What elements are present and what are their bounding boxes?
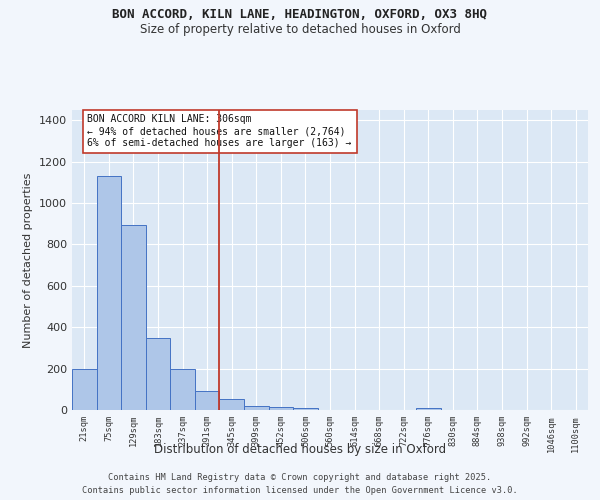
Text: Contains HM Land Registry data © Crown copyright and database right 2025.: Contains HM Land Registry data © Crown c… [109, 472, 491, 482]
Bar [220, 399, 244, 410]
Bar [195, 392, 220, 410]
Text: Contains public sector information licensed under the Open Government Licence v3: Contains public sector information licen… [82, 486, 518, 495]
Bar [170, 370, 195, 410]
Bar [146, 338, 170, 410]
Bar [97, 176, 121, 410]
Text: BON ACCORD, KILN LANE, HEADINGTON, OXFORD, OX3 8HQ: BON ACCORD, KILN LANE, HEADINGTON, OXFOR… [113, 8, 487, 20]
Bar [416, 408, 440, 410]
Bar [293, 408, 318, 410]
Bar [244, 406, 269, 410]
Bar [121, 225, 146, 410]
Text: BON ACCORD KILN LANE: 306sqm
← 94% of detached houses are smaller (2,764)
6% of : BON ACCORD KILN LANE: 306sqm ← 94% of de… [88, 114, 352, 148]
Text: Distribution of detached houses by size in Oxford: Distribution of detached houses by size … [154, 442, 446, 456]
Text: Size of property relative to detached houses in Oxford: Size of property relative to detached ho… [140, 22, 460, 36]
Bar [269, 407, 293, 410]
Y-axis label: Number of detached properties: Number of detached properties [23, 172, 34, 348]
Bar [72, 370, 97, 410]
